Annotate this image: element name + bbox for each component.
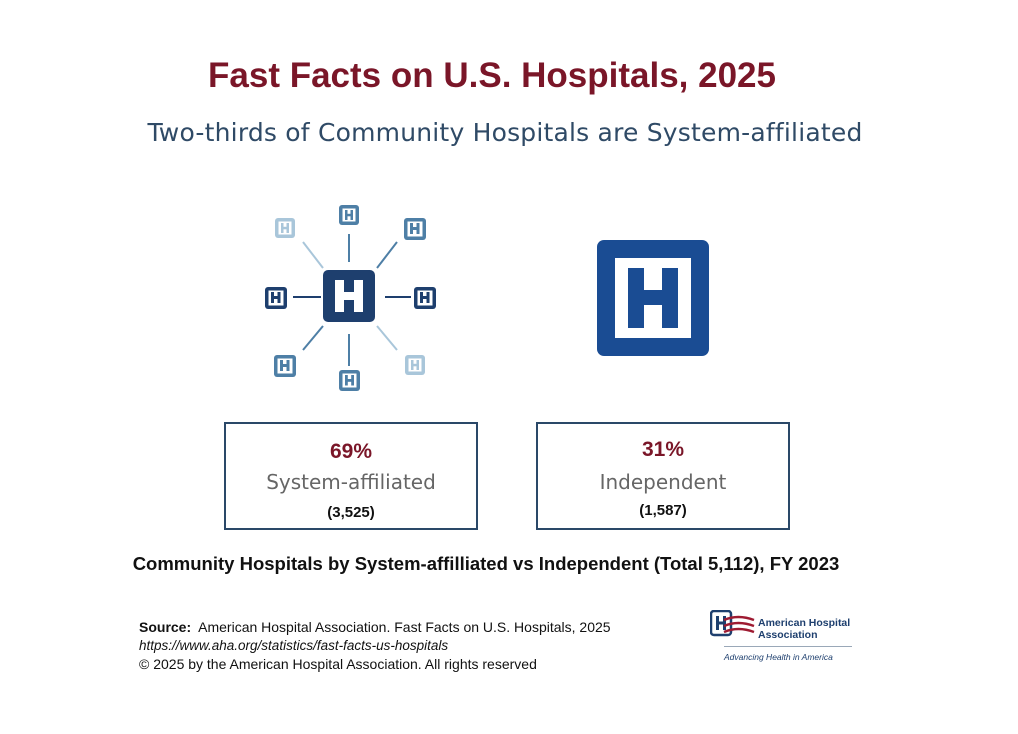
system-affiliated-percent: 69%: [329, 440, 373, 463]
source-url[interactable]: https://www.aha.org/statistics/fast-fact…: [139, 638, 449, 653]
satellite-hospital-icon-right: [414, 287, 436, 309]
source-line: Source: American Hospital Association. F…: [139, 619, 611, 635]
aha-logo-name-line1: American Hospital: [758, 617, 851, 629]
source-label: Source:: [139, 619, 192, 635]
satellite-hospital-icon-bottom-right: [405, 355, 425, 375]
page-title: Fast Facts on U.S. Hospitals, 2025: [208, 56, 776, 95]
figure-caption: Community Hospitals by System-affilliate…: [132, 553, 840, 574]
copyright: © 2025 by the American Hospital Associat…: [139, 656, 537, 672]
independent-percent: 31%: [641, 438, 685, 461]
satellite-hospital-icon-top-right: [404, 218, 426, 240]
satellite-hospital-icon-bottom: [339, 370, 360, 391]
aha-logo-tagline: Advancing Health in America: [724, 652, 833, 662]
satellite-hospital-icon-left: [265, 287, 287, 309]
page-subtitle: Two-thirds of Community Hospitals are Sy…: [147, 118, 863, 147]
independent-stat-box: 31% Independent (1,587): [536, 422, 790, 530]
independent-count: (1,587): [639, 502, 687, 519]
system-affiliated-stat-box: 69% System-affiliated (3,525): [224, 422, 478, 530]
hospital-network-icon: [265, 205, 436, 391]
satellite-hospital-icon-bottom-left: [274, 355, 296, 377]
source-text: American Hospital Association. Fast Fact…: [198, 619, 611, 635]
aha-logo-divider: [724, 646, 852, 647]
center-hospital-icon: [323, 270, 375, 322]
aha-logo-name-line2: Association: [758, 629, 818, 641]
system-affiliated-count: (3,525): [327, 504, 375, 521]
independent-label: Independent: [599, 470, 727, 494]
aha-logo-mark-icon: [710, 610, 755, 637]
aha-logo: American Hospital Association Advancing …: [710, 608, 860, 668]
system-affiliated-label: System-affiliated: [266, 470, 436, 494]
hospital-icon: [597, 240, 709, 356]
satellite-hospital-icon-top-left: [275, 218, 295, 238]
satellite-hospital-icon-top: [339, 205, 359, 225]
